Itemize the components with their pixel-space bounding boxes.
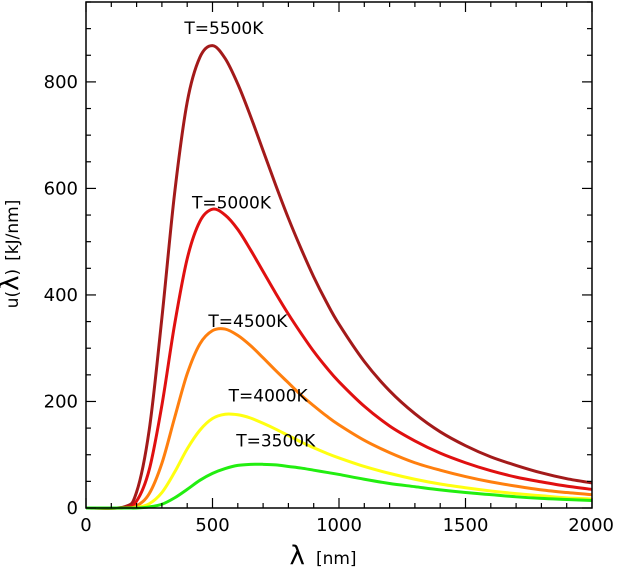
plot-lines xyxy=(85,44,593,510)
curve-label: T=5500K xyxy=(183,19,264,39)
x-tick-label: 1500 xyxy=(443,515,489,536)
curve-label: T=5000K xyxy=(191,194,272,214)
series-line-3 xyxy=(85,412,593,510)
x-axis-label: λ [nm] xyxy=(289,541,356,570)
y-tick-label: 0 xyxy=(67,498,78,519)
x-axis-unit: [nm] xyxy=(316,549,357,569)
series-line-1 xyxy=(85,207,593,510)
x-tick-label: 2000 xyxy=(568,515,614,536)
x-tick-label: 1000 xyxy=(316,515,362,536)
y-tick-label: 400 xyxy=(44,285,78,306)
x-tick-label: 0 xyxy=(80,515,91,536)
series-line-4 xyxy=(86,462,593,510)
curve-label: T=4500K xyxy=(207,312,288,332)
y-axis-unit: [kJ/nm] xyxy=(3,200,23,261)
curve-label: T=4000K xyxy=(228,386,309,406)
y-tick-label: 800 xyxy=(44,72,78,93)
y-axis-suffix: ) xyxy=(3,269,23,276)
series-line-2 xyxy=(85,327,593,510)
curve-label: T=3500K xyxy=(235,432,316,452)
plot-frame xyxy=(85,1,593,509)
y-tick-label: 200 xyxy=(44,391,78,412)
y-axis-symbol: λ xyxy=(0,276,25,291)
y-axis-label: u(λ) [kJ/nm] xyxy=(0,200,25,309)
curve-annotations: T=5500K T=5000K T=4500K T=4000K T=3500K xyxy=(183,19,316,452)
axis-ticks xyxy=(85,1,593,509)
x-axis-symbol: λ xyxy=(289,541,304,570)
y-tick-label: 600 xyxy=(44,178,78,199)
y-axis-prefix: u( xyxy=(3,291,23,308)
x-tick-label: 500 xyxy=(195,515,229,536)
series-line-0 xyxy=(85,44,593,510)
tick-labels: 0 500 1000 1500 2000 0 200 400 600 800 xyxy=(44,72,614,536)
